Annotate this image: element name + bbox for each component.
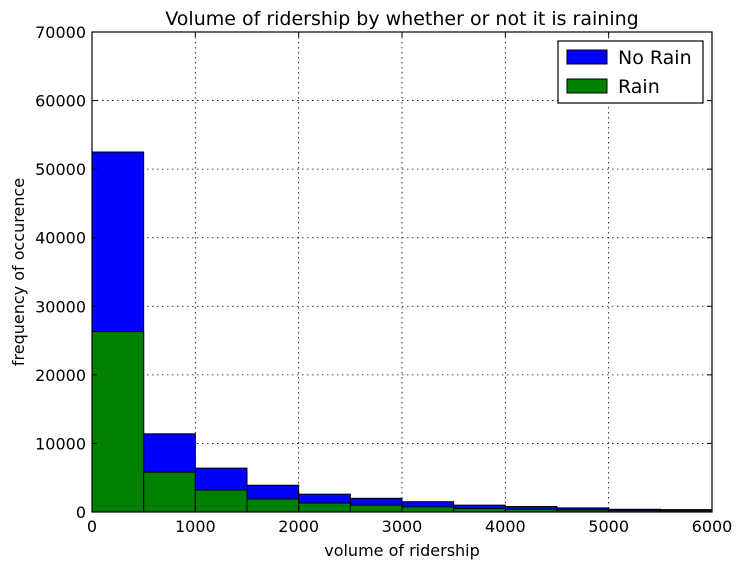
y-tick-label: 60000 bbox=[35, 92, 86, 111]
legend-label: Rain bbox=[618, 76, 660, 98]
x-axis-label: volume of ridership bbox=[324, 541, 480, 560]
x-tick-label: 5000 bbox=[588, 517, 629, 536]
bar bbox=[143, 471, 196, 513]
y-tick-label: 0 bbox=[76, 503, 86, 522]
y-tick-labels: 0 10000 20000 30000 40000 50000 60000 70000 bbox=[35, 23, 86, 522]
x-tick-label: 0 bbox=[87, 517, 97, 536]
y-tick-label: 50000 bbox=[35, 160, 86, 179]
bar bbox=[91, 331, 145, 513]
legend-swatch bbox=[566, 49, 608, 65]
y-axis-label: frequency of occurence bbox=[9, 178, 28, 366]
x-tick-label: 4000 bbox=[485, 517, 526, 536]
chart-title: Volume of ridership by whether or not it… bbox=[165, 8, 638, 30]
y-tick-label: 20000 bbox=[35, 366, 86, 385]
y-tick-label: 70000 bbox=[35, 23, 86, 42]
y-tick-label: 10000 bbox=[35, 434, 86, 453]
bar bbox=[194, 489, 248, 513]
x-tick-label: 6000 bbox=[692, 517, 733, 536]
series-1-bars bbox=[91, 331, 713, 513]
y-tick-label: 40000 bbox=[35, 229, 86, 248]
x-tick-label: 2000 bbox=[278, 517, 319, 536]
legend-swatch bbox=[566, 78, 608, 94]
bar bbox=[401, 506, 455, 513]
bar bbox=[349, 504, 403, 513]
x-tick-label: 1000 bbox=[175, 517, 216, 536]
legend: No Rain Rain bbox=[557, 40, 704, 104]
x-tick-labels: 0 1000 2000 3000 4000 5000 6000 bbox=[87, 517, 732, 536]
x-tick-label: 3000 bbox=[382, 517, 423, 536]
bar bbox=[246, 498, 300, 513]
legend-label: No Rain bbox=[618, 47, 692, 69]
bar bbox=[298, 502, 351, 513]
y-tick-label: 30000 bbox=[35, 297, 86, 316]
axis-ticks bbox=[91, 31, 713, 513]
